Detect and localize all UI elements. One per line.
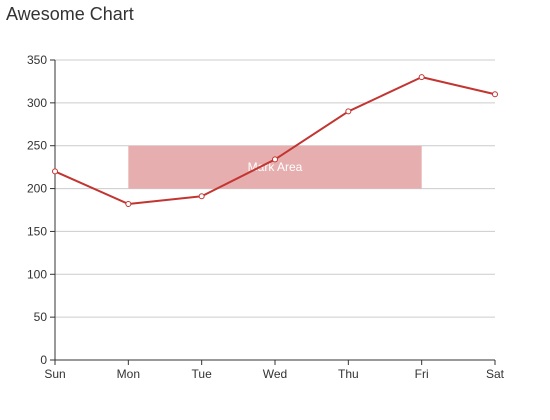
x-tick-label: Thu (338, 367, 359, 381)
y-tick-label: 200 (27, 182, 47, 196)
data-point[interactable] (345, 108, 352, 115)
x-axis-ticks: Sun Mon Tue Wed Thu Fri Sat (44, 360, 505, 381)
y-axis-ticks: 0 50 100 150 200 250 300 350 (27, 53, 47, 367)
x-tick-label: Fri (415, 367, 429, 381)
x-tick-label: Tue (192, 367, 213, 381)
y-tick-label: 100 (27, 267, 47, 281)
y-tick-label: 300 (27, 96, 47, 110)
data-point[interactable] (272, 156, 278, 163)
x-tick-label: Sat (486, 367, 505, 381)
chart-title: Awesome Chart (6, 4, 134, 24)
x-tick-label: Wed (263, 367, 287, 381)
mark-area-rect (128, 145, 422, 189)
y-tick-label: 250 (27, 139, 47, 153)
x-tick-label: Mon (117, 367, 140, 381)
data-point[interactable] (492, 91, 498, 98)
data-point[interactable] (125, 201, 132, 207)
data-point[interactable] (418, 74, 425, 81)
y-tick-label: 350 (27, 53, 47, 67)
y-tick-label: 0 (40, 353, 47, 367)
y-tick-label: 50 (34, 310, 48, 324)
axes (50, 59, 495, 361)
data-point[interactable] (198, 193, 205, 200)
data-point[interactable] (52, 168, 58, 175)
x-tick-label: Sun (44, 367, 65, 381)
mark-area-label: Mark Area (248, 160, 303, 174)
y-tick-label: 150 (27, 224, 47, 238)
series-line (52, 74, 498, 207)
mark-area: Mark Area (128, 145, 422, 189)
